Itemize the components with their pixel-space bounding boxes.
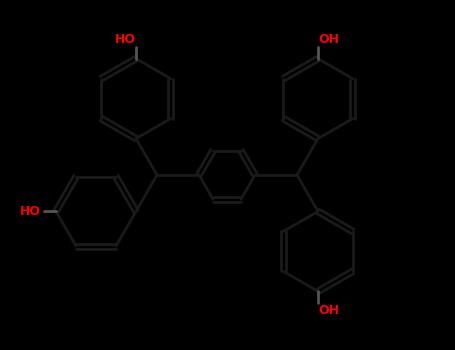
Text: OH: OH (318, 33, 339, 46)
Text: HO: HO (20, 205, 41, 218)
Text: HO: HO (115, 33, 136, 46)
Text: OH: OH (318, 304, 339, 317)
